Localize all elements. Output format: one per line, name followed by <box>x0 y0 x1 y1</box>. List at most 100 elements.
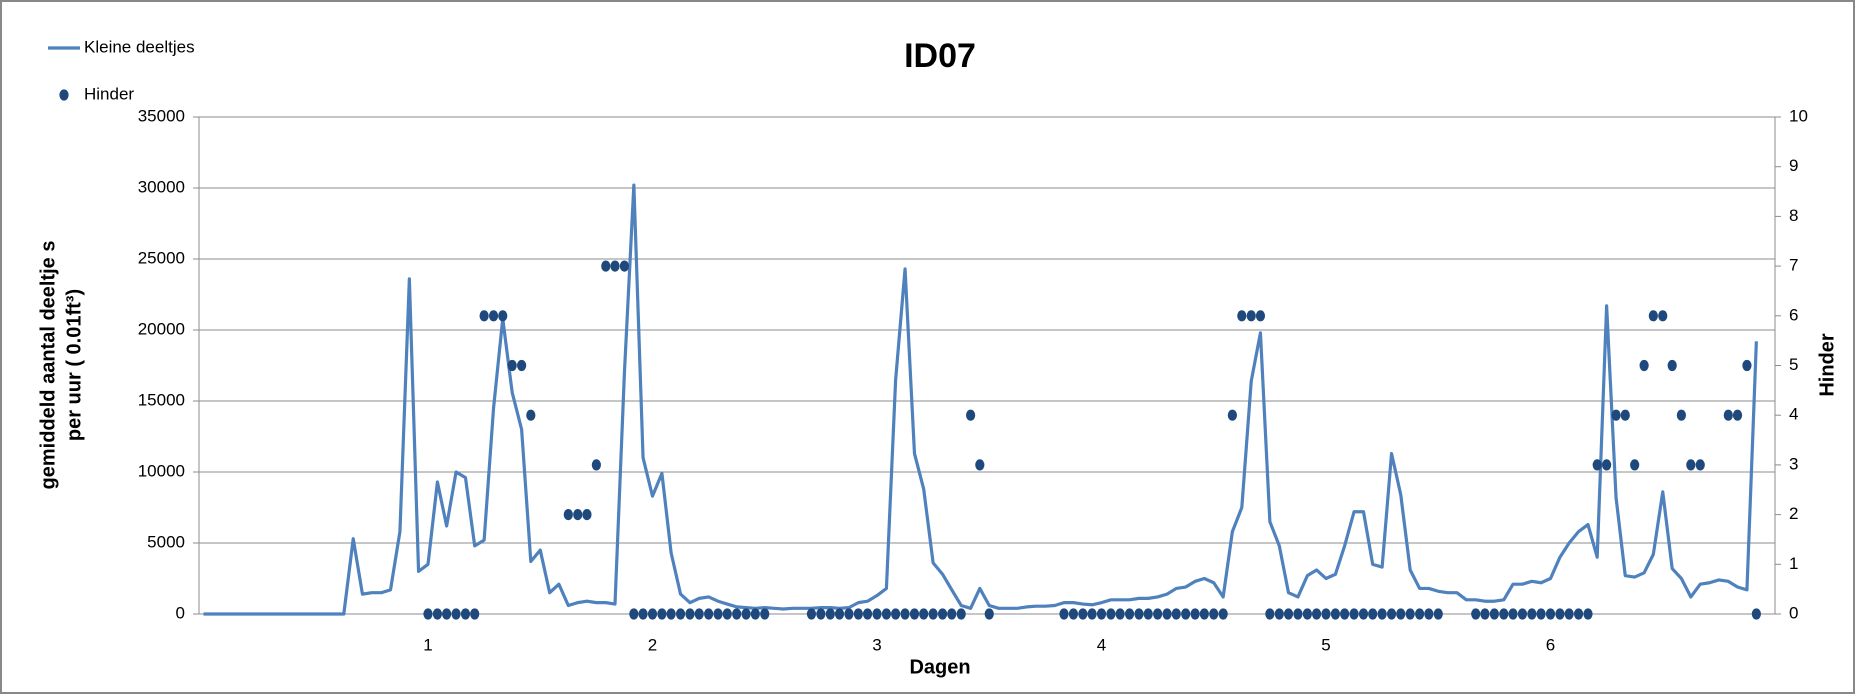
data-point <box>582 508 592 521</box>
data-point <box>853 608 863 620</box>
x-tick-label: 2 <box>648 635 657 654</box>
y-axis-title-line: per uur ( 0.01ft³) <box>63 289 85 441</box>
data-point <box>1265 608 1275 620</box>
data-point <box>610 260 620 272</box>
data-point <box>563 508 573 521</box>
data-point <box>488 310 499 322</box>
data-point <box>1340 608 1350 620</box>
data-point <box>825 608 835 620</box>
data-point <box>591 459 601 471</box>
data-point <box>1658 310 1668 322</box>
data-point <box>1527 608 1537 620</box>
data-point <box>816 608 826 620</box>
data-point <box>1199 608 1209 620</box>
data-point <box>1648 310 1658 322</box>
data-point <box>1059 608 1069 620</box>
data-point <box>1143 608 1153 620</box>
data-point <box>1115 608 1125 620</box>
y-axis-title: gemiddeld aantal deeltje s per uur ( 0.0… <box>37 241 85 490</box>
data-point <box>1153 608 1163 620</box>
y-tick-label: 10000 <box>138 461 185 480</box>
data-point <box>1424 608 1434 620</box>
data-point <box>966 409 976 421</box>
data-point <box>1386 608 1397 620</box>
data-point <box>1227 409 1237 421</box>
data-point <box>666 608 676 620</box>
data-point <box>1555 608 1565 620</box>
data-point <box>685 608 695 620</box>
data-point <box>844 608 854 620</box>
data-point <box>1162 608 1172 620</box>
y-tick-label: 35000 <box>138 106 185 125</box>
data-point <box>909 608 920 620</box>
legend-label: Hinder <box>84 84 134 103</box>
y2-axis-title: Hinder <box>1816 333 1838 397</box>
data-point <box>1349 608 1359 620</box>
data-point <box>432 608 443 620</box>
data-point <box>526 409 536 421</box>
data-point <box>1330 608 1341 620</box>
data-point <box>470 608 480 620</box>
legend-label: Kleine deeltjes <box>84 37 195 56</box>
data-point <box>694 608 704 620</box>
data-point <box>872 608 882 620</box>
data-point <box>1620 409 1630 421</box>
data-point <box>1237 310 1247 322</box>
data-point <box>1405 608 1415 620</box>
data-point <box>601 260 611 272</box>
data-point <box>704 608 714 620</box>
data-point <box>891 608 901 620</box>
x-tick-label: 3 <box>872 635 881 654</box>
y2-tick-label: 10 <box>1789 106 1808 125</box>
data-point <box>1358 608 1369 620</box>
data-point <box>1564 608 1574 620</box>
data-point <box>1611 409 1621 421</box>
data-point <box>1321 608 1331 620</box>
data-point <box>1592 459 1602 471</box>
data-point <box>629 608 639 620</box>
data-point <box>741 608 751 620</box>
data-point <box>1508 608 1518 620</box>
data-point <box>1433 608 1443 620</box>
data-point <box>1293 608 1303 620</box>
data-point <box>1181 608 1191 620</box>
data-point <box>1096 608 1107 620</box>
data-point <box>1667 359 1677 372</box>
data-point <box>479 310 489 322</box>
y-tick-label: 25000 <box>138 248 185 267</box>
chart-title: ID07 <box>904 37 976 75</box>
data-point <box>451 608 461 620</box>
data-point <box>517 359 527 372</box>
data-point <box>975 459 985 471</box>
data-point <box>1545 608 1556 620</box>
data-point <box>1732 409 1743 421</box>
data-point <box>1087 608 1097 620</box>
data-point <box>1415 608 1425 620</box>
data-point <box>1171 608 1181 620</box>
data-point <box>722 608 732 620</box>
x-tick-label: 1 <box>423 635 432 654</box>
data-point <box>1583 608 1593 620</box>
data-point <box>750 608 760 620</box>
data-point <box>1396 608 1406 620</box>
data-point <box>675 608 686 620</box>
data-point <box>1283 608 1294 620</box>
data-point <box>1255 310 1266 322</box>
data-point <box>442 608 452 620</box>
y2-tick-label: 8 <box>1789 206 1798 225</box>
data-point <box>1489 608 1499 620</box>
data-point <box>1742 359 1752 372</box>
data-point <box>881 608 892 620</box>
data-line <box>203 183 1758 616</box>
data-point <box>1068 608 1079 620</box>
data-point <box>1630 459 1640 471</box>
data-point <box>900 608 910 620</box>
data-point <box>1311 608 1322 620</box>
data-point <box>1124 608 1135 620</box>
y-tick-label: 15000 <box>138 390 185 409</box>
data-point <box>1209 608 1219 620</box>
data-point <box>760 608 770 620</box>
data-point <box>1602 459 1612 471</box>
data-point <box>956 608 966 620</box>
